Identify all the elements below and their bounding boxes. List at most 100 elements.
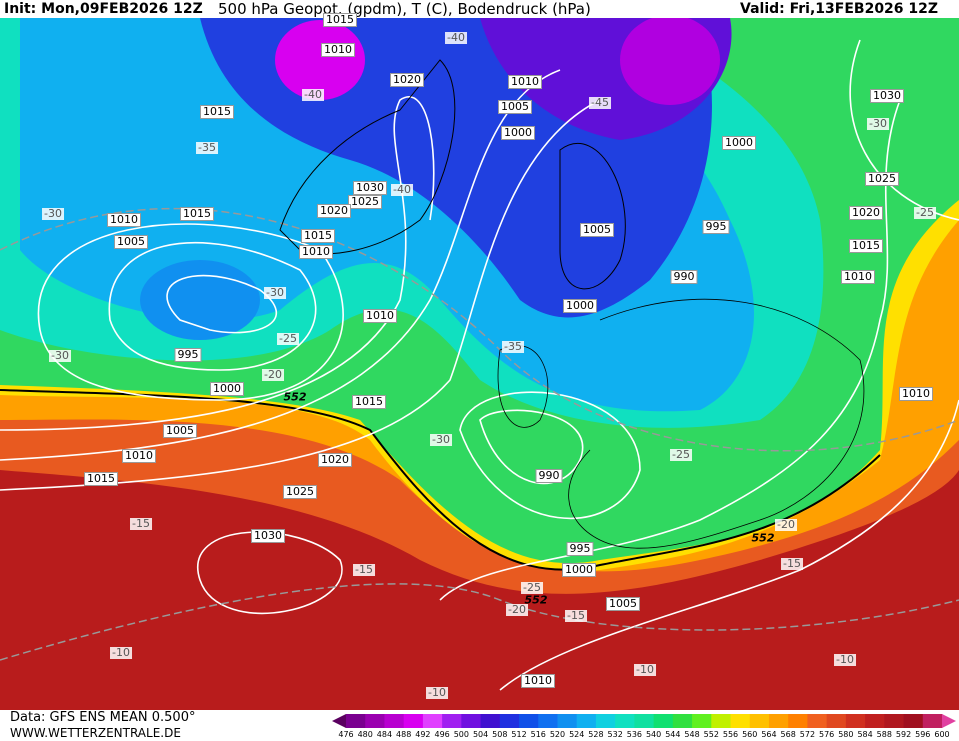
temperature-label: -40 xyxy=(391,183,413,196)
temperature-label: -15 xyxy=(130,517,152,530)
isobar-label: 1010 xyxy=(122,449,156,463)
isobar-label: 1030 xyxy=(251,529,285,543)
isobar-label: 1025 xyxy=(865,172,899,186)
isobar-label: 1015 xyxy=(84,472,118,486)
colorbar-tick-label: 544 xyxy=(665,730,681,739)
colorbar-tick-label: 548 xyxy=(684,730,700,739)
temperature-label: -10 xyxy=(110,646,132,659)
isobar-label: 1005 xyxy=(580,223,614,237)
isobar-label: 995 xyxy=(702,220,730,234)
colorbar-tick-label: 560 xyxy=(742,730,758,739)
temperature-label: -45 xyxy=(589,96,611,109)
colorbar-tick-label: 552 xyxy=(703,730,719,739)
colorbar-tick-label: 492 xyxy=(415,730,431,739)
geopotential-label: 552 xyxy=(751,531,775,545)
temperature-label: -25 xyxy=(277,332,299,345)
isobar-label: 1020 xyxy=(318,453,352,467)
colorbar-segment xyxy=(557,714,578,728)
data-source: Data: GFS ENS MEAN 0.500° xyxy=(10,710,196,725)
colorbar-tick-label: 540 xyxy=(645,730,662,739)
colorbar-segment xyxy=(461,714,482,728)
isobar-label: 1010 xyxy=(508,75,542,89)
field-magenta xyxy=(275,20,365,100)
temperature-label: -40 xyxy=(445,31,467,44)
field-low xyxy=(140,260,260,340)
temperature-label: -30 xyxy=(430,433,452,446)
temperature-label: -10 xyxy=(834,653,856,666)
coastline xyxy=(279,59,456,255)
colorbar-tick-label: 476 xyxy=(338,730,354,739)
isohypse-552 xyxy=(0,389,881,571)
isobar-label: 1000 xyxy=(722,136,756,150)
geopotential-label: 552 xyxy=(283,390,307,404)
colorbar-tick-label: 524 xyxy=(569,730,585,739)
coastline xyxy=(559,143,626,290)
colorbar-segment xyxy=(711,714,732,728)
colorbar-segment xyxy=(365,714,385,728)
colorbar-tick-label: 488 xyxy=(396,730,412,739)
colorbar-segment xyxy=(788,714,808,728)
colorbar-segment xyxy=(346,714,366,728)
temperature-label: -40 xyxy=(302,88,324,101)
title: 500 hPa Geopot. (gpdm), T (C), Bodendruc… xyxy=(218,0,591,18)
isobar-label: 1025 xyxy=(348,195,382,209)
isobar-label: 1000 xyxy=(562,563,596,577)
colorbar-tick-label: 584 xyxy=(857,730,873,739)
isobar-label: 990 xyxy=(670,270,698,284)
colorbar-segment xyxy=(480,714,501,728)
isobar-label: 1005 xyxy=(606,597,640,611)
colorbar-tick-label: 520 xyxy=(549,730,566,739)
temperature-label: -20 xyxy=(775,518,797,531)
colorbar-tick-label: 532 xyxy=(607,730,623,739)
colorbar-tick-label: 536 xyxy=(626,730,643,739)
isobar-label: 1010 xyxy=(363,309,397,323)
colorbar-segment xyxy=(595,714,616,728)
temperature-label: -25 xyxy=(914,206,936,219)
isobar-label: 1005 xyxy=(163,424,197,438)
isobar-label: 1015 xyxy=(200,105,234,119)
colorbar xyxy=(332,714,956,728)
isobar-label: 1010 xyxy=(321,43,355,57)
isotherm xyxy=(0,583,959,661)
colorbar-segment xyxy=(499,714,520,728)
geopotential-label: 552 xyxy=(524,593,548,607)
colorbar-tick-label: 592 xyxy=(895,730,912,739)
temperature-label: -25 xyxy=(521,581,543,594)
isobar-label: 1020 xyxy=(390,73,424,87)
colorbar-tick-label: 508 xyxy=(492,730,508,739)
colorbar-segment xyxy=(384,714,405,728)
colorbar-tick-label: 576 xyxy=(819,730,835,739)
colorbar-segment xyxy=(903,714,924,728)
colorbar-tick-label: 516 xyxy=(530,730,546,739)
isobars xyxy=(0,39,959,691)
colorbar-segment xyxy=(730,714,751,728)
isobar-label: 995 xyxy=(174,348,202,362)
colorbar-tick-label: 564 xyxy=(761,730,777,739)
isobar-label: 1015 xyxy=(323,13,357,27)
isobar-label: 1010 xyxy=(899,387,933,401)
isobar-label: 1010 xyxy=(299,245,333,259)
isobar-label: 1000 xyxy=(563,299,597,313)
isobar-label: 1010 xyxy=(841,270,875,284)
isobar-label: 1005 xyxy=(498,100,532,114)
temperature-label: -30 xyxy=(264,286,286,299)
isobar-label: 990 xyxy=(535,469,563,483)
colorbar-segment xyxy=(576,714,597,728)
colorbar-tick-label: 588 xyxy=(876,730,892,739)
colorbar-segment xyxy=(922,714,943,728)
colorbar-segment xyxy=(519,714,539,728)
isobar-label: 1000 xyxy=(210,382,244,396)
colorbar-tick-label: 500 xyxy=(453,730,469,739)
colorbar-segment xyxy=(634,714,655,728)
isobar-label: 995 xyxy=(566,542,594,556)
temperature-label: -10 xyxy=(634,663,656,676)
colorbar-segment xyxy=(807,714,828,728)
colorbar-segment xyxy=(442,714,462,728)
isobar-label: 1020 xyxy=(317,204,351,218)
isobar-label: 1005 xyxy=(114,235,148,249)
colorbar-segment xyxy=(672,714,693,728)
colorbar-segment xyxy=(884,714,905,728)
colorbar-segment xyxy=(538,714,558,728)
colorbar-tick-label: 596 xyxy=(915,730,931,739)
